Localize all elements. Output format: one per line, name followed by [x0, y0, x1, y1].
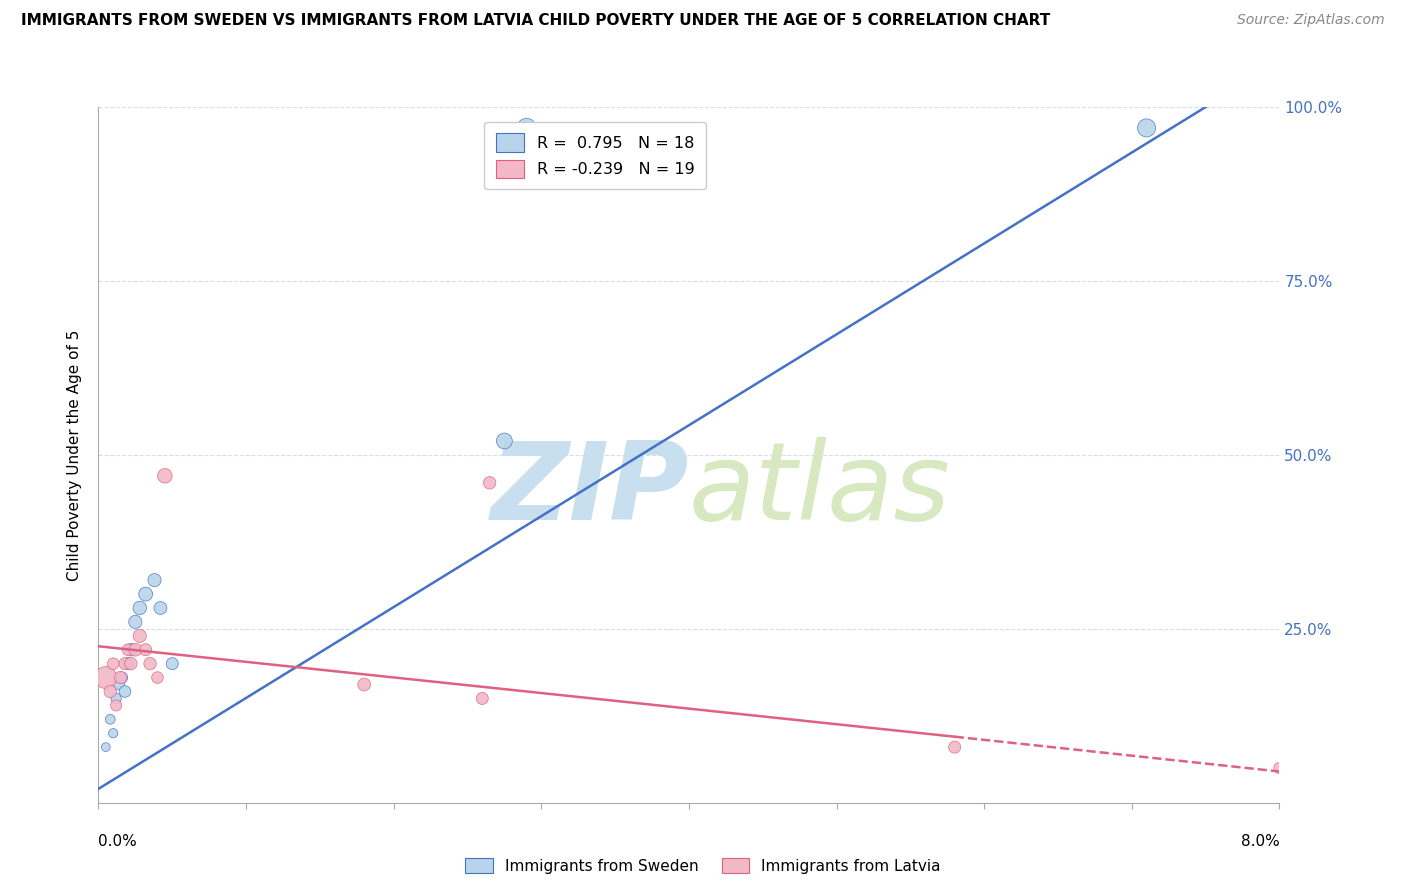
Point: [117, 657, 139, 671]
Point: [108, 677, 131, 691]
Point: [128, 601, 150, 615]
Point: [515, 120, 537, 135]
Point: [478, 475, 501, 490]
Point: [1268, 761, 1291, 775]
Point: [103, 657, 125, 671]
Point: [128, 629, 150, 643]
Point: [943, 740, 966, 755]
Point: [1135, 120, 1157, 135]
Point: [471, 691, 494, 706]
Text: 0.0%: 0.0%: [98, 834, 138, 849]
Text: Source: ZipAtlas.com: Source: ZipAtlas.com: [1237, 13, 1385, 28]
Point: [114, 684, 136, 698]
Text: ZIP: ZIP: [491, 437, 689, 542]
Point: [105, 691, 128, 706]
Text: 8.0%: 8.0%: [1240, 834, 1279, 849]
Text: IMMIGRANTS FROM SWEDEN VS IMMIGRANTS FROM LATVIA CHILD POVERTY UNDER THE AGE OF : IMMIGRANTS FROM SWEDEN VS IMMIGRANTS FRO…: [21, 13, 1050, 29]
Point: [110, 671, 132, 685]
Point: [94, 740, 117, 755]
Point: [124, 615, 146, 629]
Point: [111, 671, 134, 685]
Point: [146, 671, 169, 685]
Point: [94, 671, 117, 685]
Point: [120, 642, 142, 657]
Point: [98, 684, 121, 698]
Point: [135, 642, 157, 657]
Point: [124, 642, 146, 657]
Text: atlas: atlas: [689, 437, 950, 542]
Point: [162, 657, 183, 671]
Point: [98, 712, 121, 726]
Point: [114, 657, 136, 671]
Point: [135, 587, 157, 601]
Point: [143, 573, 166, 587]
Legend: R =  0.795   N = 18, R = -0.239   N = 19: R = 0.795 N = 18, R = -0.239 N = 19: [484, 122, 706, 189]
Point: [105, 698, 128, 713]
Point: [120, 657, 142, 671]
Point: [149, 601, 172, 615]
Point: [117, 642, 139, 657]
Point: [139, 657, 162, 671]
Point: [103, 726, 125, 740]
Point: [153, 468, 176, 483]
Point: [353, 677, 375, 691]
Point: [494, 434, 516, 448]
Legend: Immigrants from Sweden, Immigrants from Latvia: Immigrants from Sweden, Immigrants from …: [460, 852, 946, 880]
Y-axis label: Child Poverty Under the Age of 5: Child Poverty Under the Age of 5: [67, 329, 83, 581]
